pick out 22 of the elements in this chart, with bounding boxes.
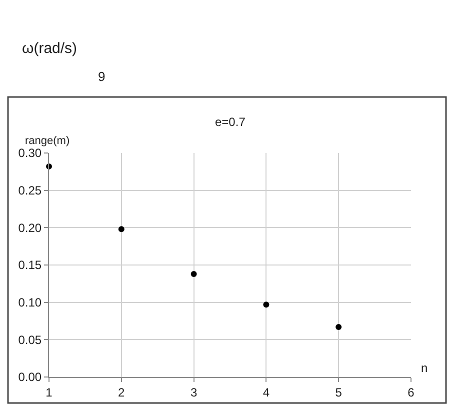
y-tick-label: 0.30 (18, 146, 42, 160)
y-tick-label: 0.15 (18, 258, 42, 272)
point (190, 270, 197, 277)
x-tick-label: 2 (118, 385, 126, 400)
point (336, 324, 342, 330)
y-tick-label: 0.05 (18, 332, 42, 347)
text: ω(rad/s) (22, 40, 78, 57)
point (263, 302, 270, 308)
y-tick-label: 0.00 (18, 370, 42, 384)
x-tick-label: 3 (190, 385, 198, 400)
x-tick-label: 6 (408, 385, 415, 400)
x-tick-label: 4 (262, 385, 270, 400)
x-axis-title: n (421, 361, 428, 375)
y-tick-label: 0.20 (18, 220, 42, 235)
x-tick-label: 5 (335, 385, 342, 400)
x-tick-label: 1 (46, 385, 53, 400)
point (118, 226, 124, 232)
y-tick-label: 0.10 (18, 296, 42, 310)
y-tick-label: 0.25 (18, 184, 42, 198)
y-axis-title: range(m) (25, 135, 70, 147)
text: 9 (98, 69, 106, 84)
chart-title: e=0.7 (215, 115, 246, 129)
